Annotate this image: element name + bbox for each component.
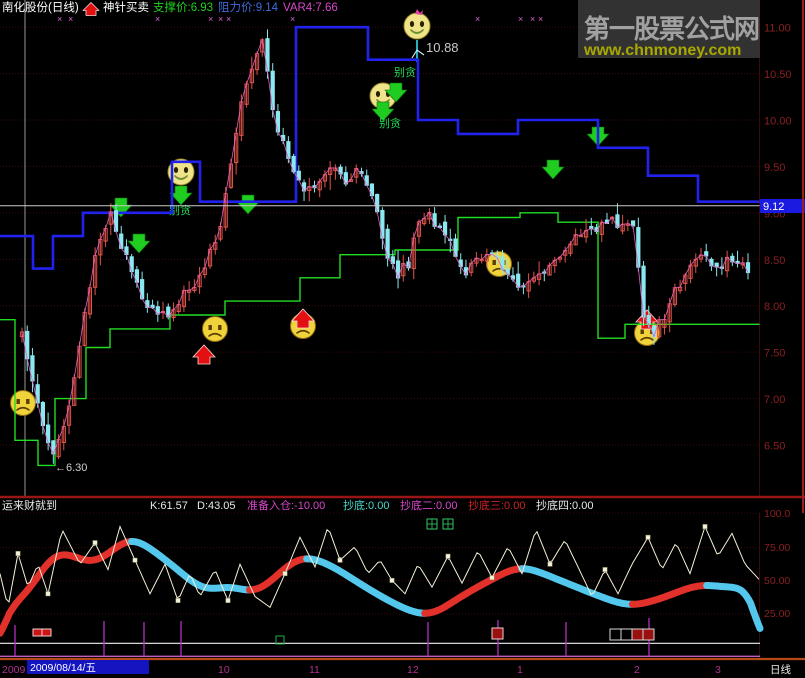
svg-text:9.12: 9.12 bbox=[763, 201, 784, 213]
svg-text:www.chnmoney.com: www.chnmoney.com bbox=[583, 42, 741, 59]
svg-text:10.00: 10.00 bbox=[764, 116, 792, 128]
svg-text:10.88: 10.88 bbox=[426, 40, 459, 55]
svg-text:准备入仓:-10.00: 准备入仓:-10.00 bbox=[247, 498, 325, 512]
svg-text:10.50: 10.50 bbox=[764, 69, 792, 81]
svg-text:×: × bbox=[518, 14, 523, 24]
svg-text:2009/08/14/五: 2009/08/14/五 bbox=[30, 662, 96, 674]
svg-text:抄底二:0.00: 抄底二:0.00 bbox=[400, 498, 457, 512]
svg-text:支撑价:6.93: 支撑价:6.93 bbox=[153, 0, 213, 14]
svg-text:12: 12 bbox=[407, 664, 419, 676]
svg-text:3: 3 bbox=[715, 664, 721, 676]
svg-text:K:61.57: K:61.57 bbox=[150, 500, 188, 512]
svg-text:日线: 日线 bbox=[770, 663, 791, 676]
svg-text:×: × bbox=[57, 14, 62, 24]
svg-text:×: × bbox=[208, 14, 213, 24]
svg-text:×: × bbox=[538, 14, 543, 24]
svg-text:别贪: 别贪 bbox=[394, 65, 416, 79]
svg-text:×: × bbox=[530, 14, 535, 24]
svg-text:1: 1 bbox=[517, 664, 523, 676]
svg-text:8.50: 8.50 bbox=[764, 255, 785, 267]
svg-text:10: 10 bbox=[218, 664, 230, 676]
svg-text:7.50: 7.50 bbox=[764, 348, 785, 360]
svg-text:抄底四:0.00: 抄底四:0.00 bbox=[536, 498, 593, 512]
svg-text:南化股份(日线): 南化股份(日线) bbox=[2, 0, 79, 14]
svg-text:25.00: 25.00 bbox=[764, 608, 790, 620]
svg-text:2009: 2009 bbox=[2, 664, 26, 676]
svg-text:8.00: 8.00 bbox=[764, 301, 785, 313]
svg-text:50.00: 50.00 bbox=[764, 575, 790, 587]
svg-text:75.00: 75.00 bbox=[764, 542, 790, 554]
svg-text:×: × bbox=[155, 14, 160, 24]
svg-text:D:43.05: D:43.05 bbox=[197, 500, 236, 512]
svg-text:运来财就到: 运来财就到 bbox=[2, 498, 57, 512]
svg-text:神针买卖: 神针买卖 bbox=[103, 0, 149, 14]
svg-text:别贪: 别贪 bbox=[379, 116, 401, 130]
svg-text:VAR4:7.66: VAR4:7.66 bbox=[283, 2, 338, 14]
svg-text:100.0: 100.0 bbox=[764, 508, 790, 520]
svg-text:11: 11 bbox=[309, 664, 320, 676]
svg-text:第一股票公式网: 第一股票公式网 bbox=[584, 14, 759, 44]
svg-text:11.00: 11.00 bbox=[764, 23, 791, 35]
svg-text:阻力价:9.14: 阻力价:9.14 bbox=[218, 1, 279, 14]
svg-text:2: 2 bbox=[634, 664, 640, 676]
svg-text:×: × bbox=[290, 14, 295, 24]
svg-text:×: × bbox=[68, 14, 73, 24]
svg-text:×: × bbox=[475, 14, 480, 24]
svg-text:6.50: 6.50 bbox=[764, 441, 785, 453]
svg-text:9.50: 9.50 bbox=[764, 162, 785, 174]
svg-text:×: × bbox=[218, 14, 223, 24]
svg-text:抄底:0.00: 抄底:0.00 bbox=[343, 498, 389, 512]
svg-text:抄底三:0.00: 抄底三:0.00 bbox=[468, 498, 525, 512]
svg-text:×: × bbox=[226, 14, 231, 24]
svg-text:←6.30: ←6.30 bbox=[55, 462, 87, 474]
svg-text:7.00: 7.00 bbox=[764, 394, 785, 406]
